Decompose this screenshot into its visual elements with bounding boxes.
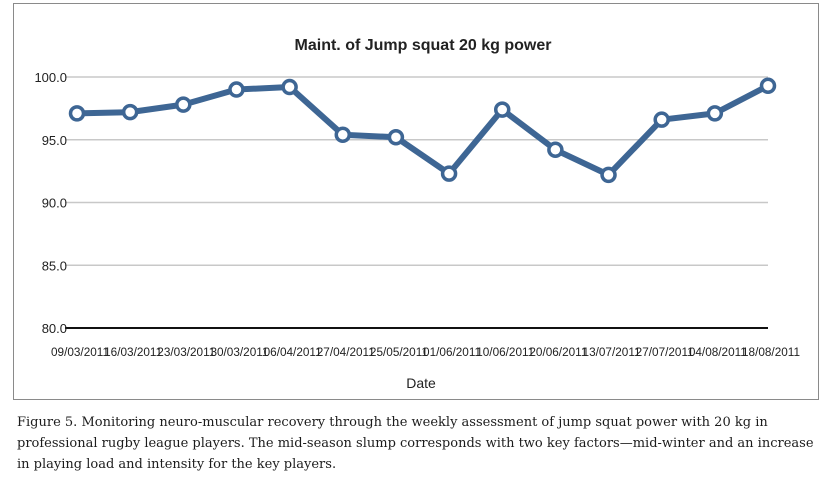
- data-point: [281, 78, 298, 96]
- y-axis-ticks: 80.0 85.0 90.0 95.0 100.0: [34, 70, 67, 336]
- series-group: [68, 77, 777, 184]
- y-tick-label: 95.0: [42, 133, 67, 148]
- data-point: [440, 165, 458, 182]
- data-point: [547, 141, 564, 159]
- data-point: [334, 126, 352, 143]
- x-tick-label: 10/06/2011: [476, 347, 534, 359]
- x-tick-label: 13/07/2011: [583, 347, 641, 359]
- data-point: [175, 96, 192, 113]
- data-point: [706, 105, 724, 122]
- figure-caption: Figure 5. Monitoring neuro-muscular reco…: [17, 415, 814, 472]
- x-tick-label: 30/03/2011: [210, 347, 268, 359]
- x-tick-label: 18/08/2011: [742, 347, 800, 359]
- x-tick-label: 01/06/2011: [423, 347, 481, 359]
- x-axis-ticks: 09/03/201116/03/201123/03/201130/03/2011…: [51, 347, 800, 359]
- chart-frame: [13, 3, 819, 400]
- series-line: [74, 82, 771, 178]
- data-point: [600, 166, 617, 184]
- y-tick-label: 100.0: [34, 70, 67, 85]
- data-point: [653, 111, 670, 128]
- data-point: [68, 105, 86, 122]
- x-tick-label: 06/04/2011: [264, 347, 322, 359]
- x-tick-label: 04/08/2011: [689, 347, 747, 359]
- y-tick-label: 90.0: [42, 196, 67, 211]
- gridlines: [65, 76, 768, 329]
- x-tick-label: 27/04/2011: [317, 347, 375, 359]
- x-tick-label: 16/03/2011: [104, 347, 162, 359]
- x-tick-label: 27/07/2011: [636, 347, 694, 359]
- data-point: [493, 101, 511, 118]
- data-point: [387, 128, 405, 146]
- data-point: [759, 77, 777, 95]
- x-tick-label: 25/05/2011: [370, 347, 428, 359]
- x-tick-label: 23/03/2011: [157, 347, 215, 359]
- data-point: [121, 103, 139, 121]
- x-axis-label: Date: [406, 375, 436, 391]
- x-tick-label: 09/03/2011: [51, 347, 109, 359]
- y-tick-label: 85.0: [42, 258, 67, 273]
- x-tick-label: 20/06/2011: [529, 347, 587, 359]
- data-point: [228, 81, 245, 98]
- chart-title: Maint. of Jump squat 20 kg power: [295, 37, 552, 54]
- y-tick-label: 80.0: [42, 321, 67, 336]
- line-chart: Maint. of Jump squat 20 kg power 80.0 85.…: [34, 37, 800, 391]
